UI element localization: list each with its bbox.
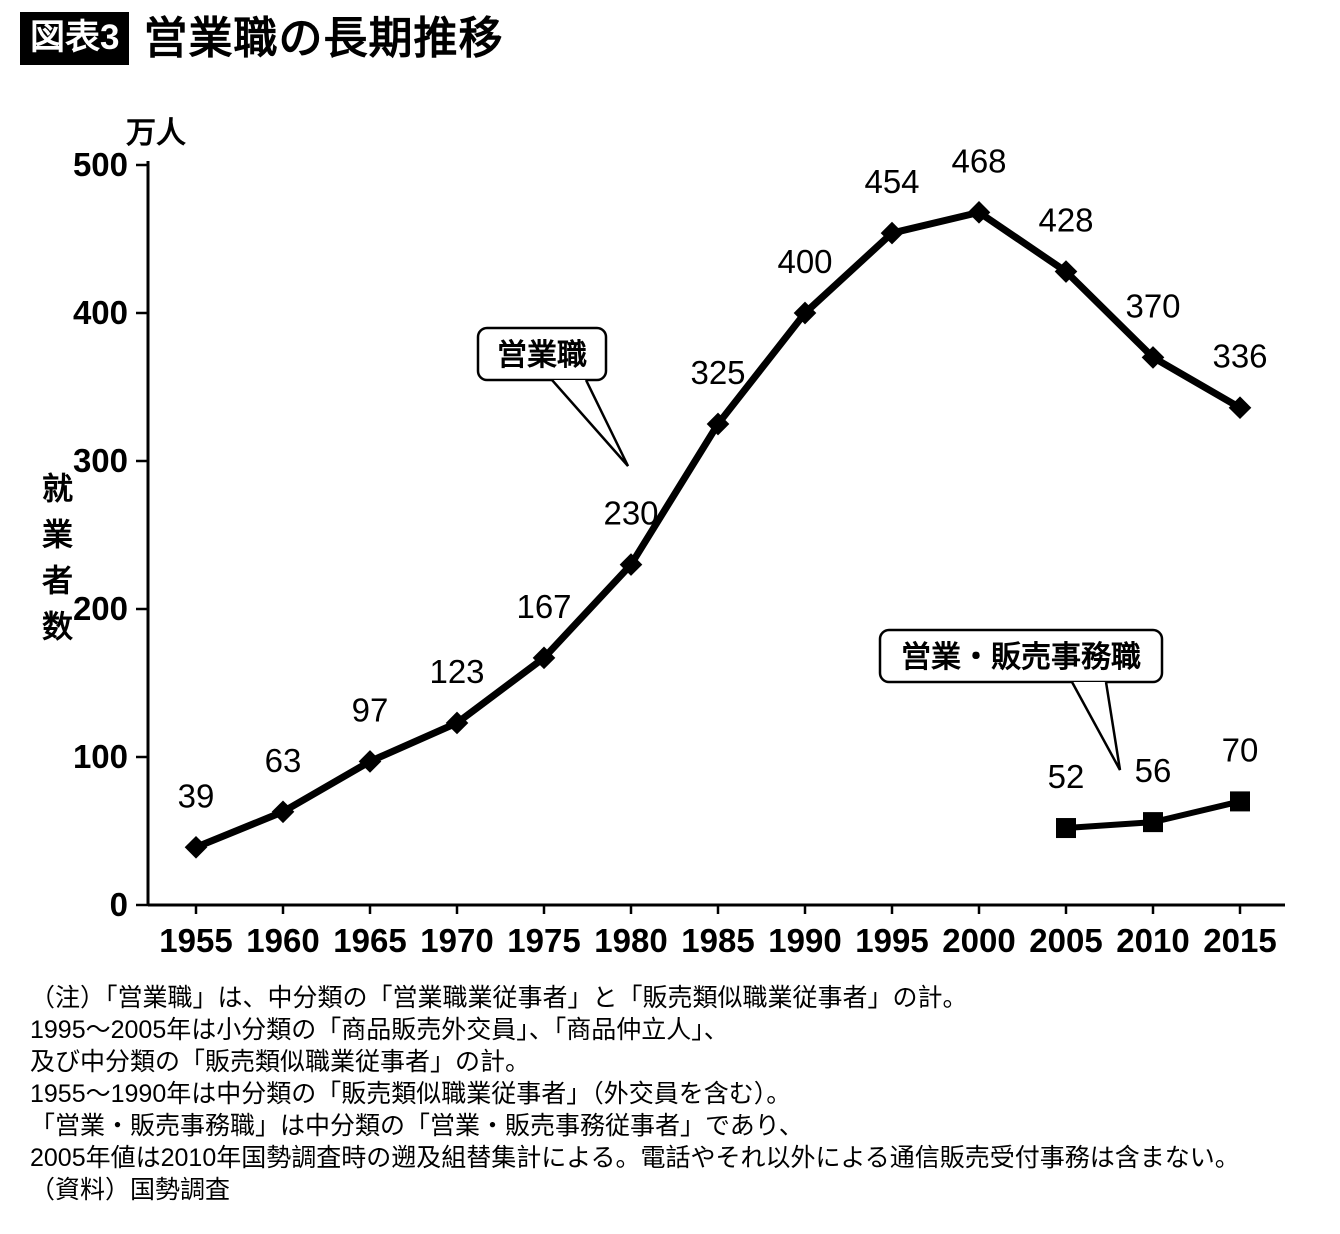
x-tick-label: 2010 [1116,922,1189,959]
data-label: 167 [516,588,571,625]
data-label: 428 [1038,202,1093,239]
data-label: 70 [1222,731,1259,768]
callout-box [476,326,608,382]
note-line: 及び中分類の「販売類似職業従事者」の計。 [30,1048,531,1076]
data-label: 63 [265,742,302,779]
data-label: 230 [603,495,658,532]
y-tick-label: 300 [73,442,128,479]
series-eigyoshoku: 39 63 97 123 167 230 325 400 454 468 428 370 336 [178,142,1268,859]
series-line [192,208,1244,851]
data-label: 97 [352,691,389,728]
data-label: 123 [429,653,484,690]
x-tick-label: 1965 [333,922,406,959]
x-tick-label: 2005 [1029,922,1102,959]
callout-0: 営業職 [476,326,630,467]
x-tick-label: 1980 [594,922,667,959]
data-label: 336 [1212,338,1267,375]
callout-box [878,628,1164,684]
y-tick-label: 0 [110,886,128,923]
diamond-marker [184,835,208,859]
x-tick-label: 1995 [855,922,928,959]
square-marker [1056,818,1076,839]
x-tick-label: 2015 [1203,922,1276,959]
callout-tail [1070,681,1122,771]
square-marker [1143,812,1163,833]
note-line: 2005年値は2010年国勢調査時の遡及組替集計による。電話やそれ以外による通信… [30,1144,1240,1172]
note-line: （注）「営業職」は、中分類の「営業職業従事者」と「販売類似職業従事者」の計。 [30,984,968,1012]
callout-label: 営業・販売事務職 [901,640,1141,674]
note-line: （資料）国勢調査 [30,1176,231,1204]
data-label: 454 [864,163,919,200]
y-tick-label: 500 [73,146,128,183]
x-tick-label: 1985 [681,922,754,959]
series-eigyo-hanbai-jimushoku: 52 56 70 [1048,731,1259,839]
notes: （注）「営業職」は、中分類の「営業職業従事者」と「販売類似職業従事者」の計。 1… [30,982,1330,1206]
y-tick-label: 200 [73,590,128,627]
x-tick-label: 2000 [942,922,1015,959]
callout-tail [551,379,630,467]
y-axis-title: 就業者数 [37,472,72,656]
data-label: 52 [1048,758,1085,795]
data-label: 400 [777,243,832,280]
figure-tag: 図表3 [20,12,130,65]
note-line: 「営業・販売事務職」は中分類の「営業・販売事務従事者」であり、 [30,1112,804,1140]
figure-title: 営業職の長期推移 [143,13,504,63]
note-line: 1955〜1990年は中分類の「販売類似職業従事者」（外交員を含む）。 [30,1080,792,1108]
y-tick-label: 400 [73,294,128,331]
x-tick-label: 1955 [159,922,232,959]
data-label: 468 [951,142,1006,179]
data-label: 325 [690,354,745,391]
data-label: 56 [1135,752,1172,789]
y-tick-label: 100 [73,738,128,775]
square-marker [1230,791,1250,812]
figure-header: 図表3 営業職の長期推移 [20,12,503,65]
x-tick-label: 1975 [507,922,580,959]
x-tick-label: 1970 [420,922,493,959]
x-tick-label: 1960 [246,922,319,959]
data-label: 39 [178,777,215,814]
note-line: 1995〜2005年は小分類の「商品販売外交員」、「商品仲立人」、 [30,1016,729,1044]
data-label: 370 [1125,287,1180,324]
callout-1: 営業・販売事務職 [878,628,1164,771]
callout-label: 営業職 [497,339,587,372]
x-tick-label: 1990 [768,922,841,959]
y-unit-label: 万人 [126,117,186,150]
